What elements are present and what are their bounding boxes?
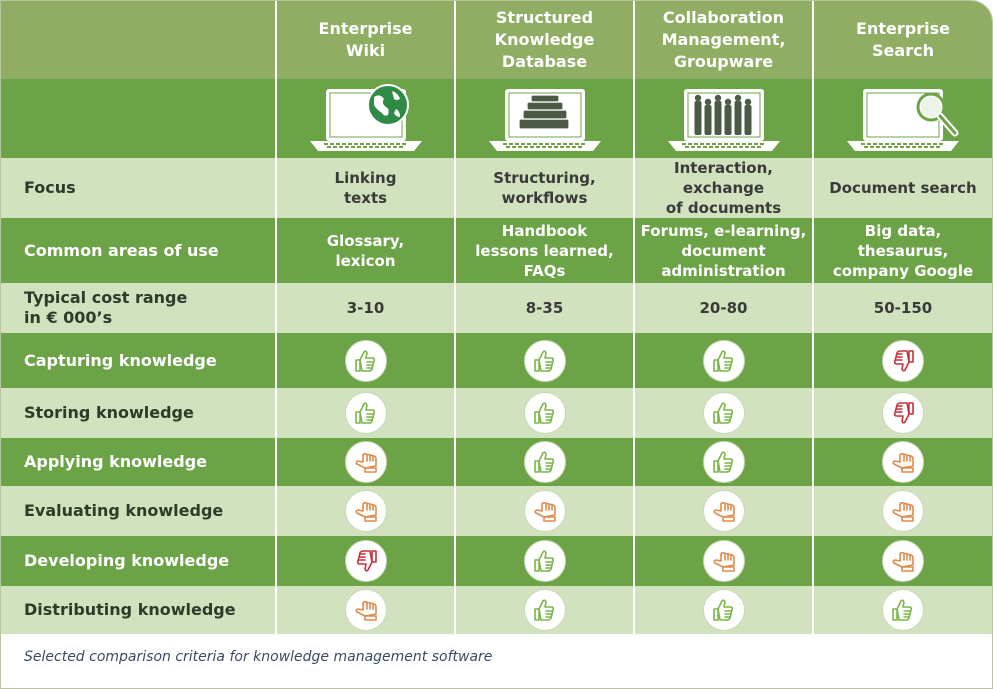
thumbs-up-icon xyxy=(702,589,745,631)
rating-cell xyxy=(275,388,455,438)
column-title: Collaboration Management, Groupware xyxy=(661,8,786,71)
criteria-row: Common areas of use Glossary, lexicon Handb… xyxy=(1,218,992,283)
row-label: Focus xyxy=(1,158,276,218)
thumbs-up-icon xyxy=(702,339,745,382)
rating-label: Capturing knowledge xyxy=(1,333,276,388)
books-laptop-icon xyxy=(454,79,634,158)
rating-row: Storing knowledge xyxy=(1,388,992,438)
rating-cell xyxy=(812,536,992,586)
rating-cell xyxy=(275,536,455,586)
rating-cell xyxy=(275,438,455,486)
column-title: Structured Knowledge Database xyxy=(494,8,595,71)
rating-row: Evaluating knowledge xyxy=(1,486,992,536)
comparison-table: Enterprise Wiki Structured Knowledge Databas… xyxy=(1,1,992,634)
rating-cell xyxy=(812,486,992,536)
thumbs-down-icon xyxy=(344,540,387,582)
thumbs-neutral-icon xyxy=(344,490,387,532)
thumbs-neutral-icon xyxy=(882,490,924,532)
column-title: Enterprise Wiki xyxy=(318,19,413,60)
rating-cell xyxy=(633,586,813,634)
rating-row: Developing knowledge xyxy=(1,536,992,586)
rating-cell xyxy=(812,388,992,438)
rating-label: Storing knowledge xyxy=(1,388,276,438)
thumbs-up-icon xyxy=(344,339,387,382)
rating-label: Developing knowledge xyxy=(1,536,276,586)
rating-cell xyxy=(633,333,813,388)
thumbs-up-icon xyxy=(702,441,745,483)
rating-label: Distributing knowledge xyxy=(1,586,276,634)
thumbs-up-icon xyxy=(702,392,745,434)
thumbs-neutral-icon xyxy=(702,540,745,582)
globe-laptop-icon xyxy=(275,79,455,158)
criteria-row: Focus Linking texts Structuring, workflows In… xyxy=(1,158,992,218)
thumbs-neutral-icon xyxy=(344,441,387,483)
row-label: Typical cost range in € 000’s xyxy=(1,283,276,333)
icon-row-corner xyxy=(1,79,276,158)
thumbs-down-icon xyxy=(882,392,924,434)
thumbs-down-icon xyxy=(882,339,924,382)
people-laptop-icon xyxy=(633,79,813,158)
row-cell: 20-80 xyxy=(633,283,813,333)
thumbs-up-icon xyxy=(882,589,924,631)
rating-row: Capturing knowledge xyxy=(1,333,992,388)
rating-row: Distributing knowledge xyxy=(1,586,992,634)
thumbs-neutral-icon xyxy=(702,490,745,532)
rating-cell xyxy=(633,486,813,536)
header-corner xyxy=(1,1,276,79)
column-title: Enterprise Search xyxy=(856,19,950,60)
rating-cell xyxy=(275,486,455,536)
rating-cell xyxy=(812,438,992,486)
rating-cell xyxy=(275,333,455,388)
rating-cell xyxy=(454,388,634,438)
row-cell: Glossary, lexicon xyxy=(275,218,455,283)
rating-cell xyxy=(454,333,634,388)
magnifier-laptop-icon xyxy=(812,79,992,158)
thumbs-up-icon xyxy=(523,392,566,434)
thumbs-up-icon xyxy=(523,589,566,631)
row-cell: Handbook lessons learned, FAQs xyxy=(454,218,634,283)
rating-row: Applying knowledge xyxy=(1,438,992,486)
row-cell: 50-150 xyxy=(812,283,992,333)
row-cell: Linking texts xyxy=(275,158,455,218)
row-cell: Structuring, workflows xyxy=(454,158,634,218)
thumbs-up-icon xyxy=(523,540,566,582)
rating-label: Evaluating knowledge xyxy=(1,486,276,536)
column-header: Collaboration Management, Groupware xyxy=(633,1,813,79)
row-cell: 3-10 xyxy=(275,283,455,333)
thumbs-neutral-icon xyxy=(523,490,566,532)
thumbs-neutral-icon xyxy=(882,540,924,582)
row-cell: Forums, e-learning, document administratio… xyxy=(633,218,813,283)
criteria-row: Typical cost range in € 000’s 3-10 8-35 20-8… xyxy=(1,283,992,333)
rating-cell xyxy=(454,586,634,634)
thumbs-neutral-icon xyxy=(344,589,387,631)
rating-cell xyxy=(633,536,813,586)
thumbs-up-icon xyxy=(344,392,387,434)
row-cell: Interaction, exchange of documents xyxy=(633,158,813,218)
thumbs-up-icon xyxy=(523,339,566,382)
rating-cell xyxy=(454,486,634,536)
thumbs-up-icon xyxy=(523,441,566,483)
column-header: Structured Knowledge Database xyxy=(454,1,634,79)
column-header: Enterprise Search xyxy=(812,1,992,79)
row-label: Common areas of use xyxy=(1,218,276,283)
row-cell: Document search xyxy=(812,158,992,218)
rating-cell xyxy=(812,586,992,634)
column-header: Enterprise Wiki xyxy=(275,1,455,79)
rating-cell xyxy=(454,438,634,486)
rating-cell xyxy=(633,438,813,486)
rating-label: Applying knowledge xyxy=(1,438,276,486)
rating-cell xyxy=(633,388,813,438)
thumbs-neutral-icon xyxy=(882,441,924,483)
rating-cell xyxy=(275,586,455,634)
rating-cell xyxy=(812,333,992,388)
row-cell: 8-35 xyxy=(454,283,634,333)
row-cell: Big data, thesaurus, company Google xyxy=(812,218,992,283)
figure-caption: Selected comparison criteria for knowled… xyxy=(24,649,493,665)
rating-cell xyxy=(454,536,634,586)
